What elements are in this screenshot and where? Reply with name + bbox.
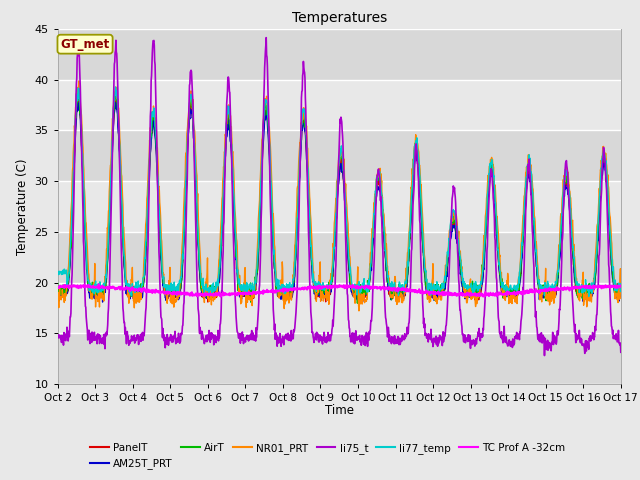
li75_t — [541, 353, 548, 359]
AirT — [243, 288, 250, 293]
Text: GT_met: GT_met — [60, 37, 109, 51]
Bar — [58, 232, 621, 283]
AM25T_PRT — [551, 290, 559, 296]
AirT — [551, 289, 559, 295]
Y-axis label: Temperature (C): Temperature (C) — [16, 158, 29, 255]
AirT — [179, 247, 187, 253]
AirT — [617, 284, 625, 290]
li75_t — [551, 333, 559, 339]
NR01_PRT — [166, 276, 173, 282]
TC Prof A -32cm — [243, 291, 250, 297]
li75_t — [242, 334, 250, 340]
TC Prof A -32cm — [551, 286, 559, 292]
PanelT — [166, 288, 173, 294]
TC Prof A -32cm — [179, 291, 187, 297]
AirT — [112, 85, 120, 91]
li77_temp — [500, 286, 508, 291]
AM25T_PRT — [617, 293, 625, 299]
Bar — [58, 80, 621, 130]
NR01_PRT — [54, 297, 61, 302]
li75_t — [500, 334, 508, 340]
Title: Temperatures: Temperatures — [292, 11, 387, 25]
li75_t — [427, 326, 435, 332]
Line: li77_temp: li77_temp — [58, 87, 621, 297]
NR01_PRT — [617, 296, 625, 301]
li77_temp — [243, 286, 250, 292]
X-axis label: Time: Time — [324, 405, 354, 418]
Bar — [58, 130, 621, 181]
TC Prof A -32cm — [95, 281, 102, 287]
AirT — [501, 288, 509, 294]
PanelT — [551, 295, 559, 300]
AM25T_PRT — [54, 299, 61, 304]
TC Prof A -32cm — [166, 289, 173, 295]
PanelT — [179, 247, 187, 252]
AM25T_PRT — [501, 289, 509, 295]
NR01_PRT — [428, 282, 435, 288]
PanelT — [428, 291, 435, 297]
PanelT — [74, 96, 81, 102]
NR01_PRT — [75, 78, 83, 84]
Line: AirT: AirT — [58, 88, 621, 303]
li75_t — [165, 336, 173, 341]
li77_temp — [550, 283, 558, 289]
Bar — [58, 283, 621, 333]
AirT — [166, 286, 173, 291]
AirT — [428, 292, 435, 298]
AM25T_PRT — [112, 100, 120, 106]
AM25T_PRT — [243, 292, 250, 298]
li77_temp — [54, 271, 61, 276]
li77_temp — [427, 281, 435, 287]
TC Prof A -32cm — [217, 294, 225, 300]
NR01_PRT — [355, 308, 363, 314]
li75_t — [179, 323, 187, 328]
Bar — [58, 181, 621, 232]
Legend: PanelT, AM25T_PRT, AirT, NR01_PRT, li75_t, li77_temp, TC Prof A -32cm: PanelT, AM25T_PRT, AirT, NR01_PRT, li75_… — [86, 439, 570, 473]
li77_temp — [112, 84, 120, 90]
AirT — [54, 280, 61, 286]
AM25T_PRT — [179, 249, 187, 255]
AM25T_PRT — [166, 291, 173, 297]
Line: NR01_PRT: NR01_PRT — [58, 81, 621, 311]
PanelT — [501, 293, 509, 299]
AM25T_PRT — [428, 294, 435, 300]
NR01_PRT — [179, 222, 187, 228]
Line: li75_t: li75_t — [58, 37, 621, 356]
TC Prof A -32cm — [54, 284, 61, 289]
li77_temp — [166, 288, 173, 294]
li77_temp — [585, 294, 593, 300]
Bar — [58, 29, 621, 80]
li75_t — [54, 333, 61, 339]
PanelT — [54, 285, 61, 290]
PanelT — [204, 299, 212, 305]
NR01_PRT — [501, 296, 509, 302]
li75_t — [262, 35, 270, 40]
Bar — [58, 333, 621, 384]
NR01_PRT — [243, 304, 250, 310]
NR01_PRT — [551, 289, 559, 295]
TC Prof A -32cm — [501, 291, 509, 297]
Line: TC Prof A -32cm: TC Prof A -32cm — [58, 284, 621, 297]
PanelT — [617, 292, 625, 298]
li77_temp — [179, 243, 187, 249]
li77_temp — [617, 288, 625, 293]
Line: AM25T_PRT: AM25T_PRT — [58, 103, 621, 302]
AirT — [353, 300, 361, 306]
li75_t — [617, 349, 625, 355]
TC Prof A -32cm — [428, 289, 435, 295]
AM25T_PRT — [243, 300, 250, 305]
PanelT — [243, 287, 250, 292]
TC Prof A -32cm — [617, 283, 625, 289]
Line: PanelT: PanelT — [58, 99, 621, 302]
